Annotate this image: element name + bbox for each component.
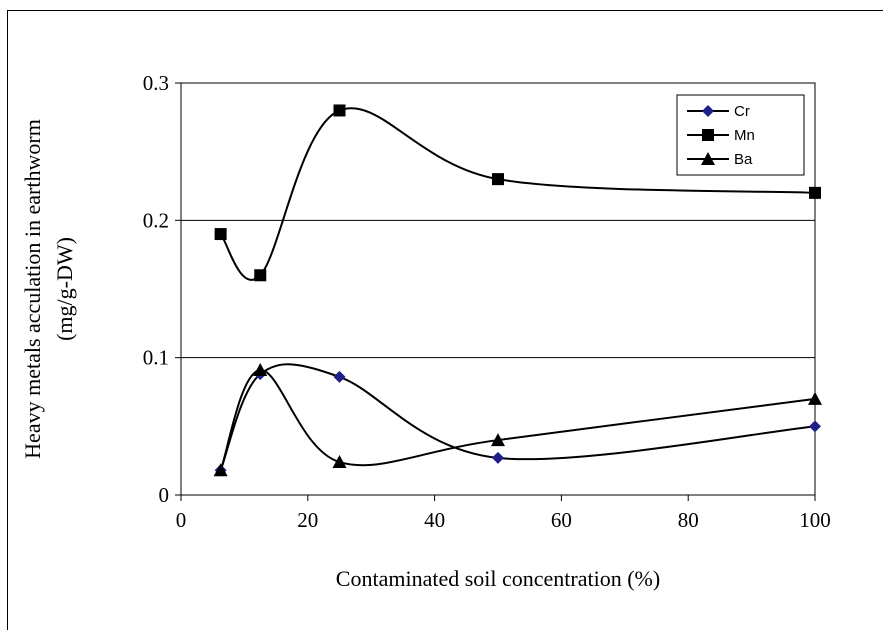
y-axis-title-line1: Heavy metals acculation in earthworm — [20, 119, 45, 459]
legend-marker-cr — [702, 105, 714, 117]
series-line-ba — [219, 369, 816, 471]
marker-mn-3 — [492, 173, 504, 186]
marker-mn-1 — [254, 269, 267, 282]
x-tick-label-4: 80 — [678, 508, 699, 532]
marker-ba-2 — [332, 455, 347, 469]
marker-ba-3 — [491, 433, 505, 447]
marker-cr-4 — [809, 420, 821, 433]
y-tick-label-2: 0.2 — [143, 208, 169, 232]
y-tick-label-1: 0.1 — [143, 346, 169, 370]
legend: Cr Mn Ba — [676, 94, 805, 176]
marker-ba-4 — [808, 391, 822, 405]
chart-frame — [7, 10, 883, 630]
x-tick-label-0: 0 — [176, 508, 187, 532]
axis-ticks: 0 0.1 0.2 0.3 0 20 40 60 80 100 — [143, 71, 831, 532]
legend-label-cr: Cr — [734, 103, 750, 120]
legend-marker-mn — [702, 129, 714, 141]
plot-area — [180, 82, 816, 496]
series-line-cr — [219, 363, 816, 471]
marker-mn-2 — [333, 104, 346, 117]
x-tick-label-1: 20 — [297, 508, 318, 532]
legend-marker-ba — [701, 152, 715, 165]
data-markers — [213, 104, 822, 477]
marker-ba-1 — [253, 363, 268, 377]
marker-mn-4 — [809, 186, 821, 199]
x-tick-label-2: 40 — [424, 508, 445, 532]
y-tick-label-3: 0.3 — [143, 71, 169, 95]
marker-cr-2 — [333, 370, 346, 383]
y-tick-label-0: 0 — [159, 483, 170, 507]
x-tick-label-3: 60 — [551, 508, 572, 532]
legend-label-mn: Mn — [734, 127, 755, 144]
legend-label-ba: Ba — [734, 151, 753, 168]
y-axis-title-line2: (mg/g-DW) — [52, 237, 77, 341]
marker-cr-3 — [492, 451, 504, 464]
marker-ba-0 — [213, 463, 228, 477]
x-axis-title: Contaminated soil concentration (%) — [336, 566, 660, 591]
marker-mn-0 — [214, 228, 227, 241]
x-tick-label-5: 100 — [799, 508, 831, 532]
gridlines — [181, 219, 815, 359]
